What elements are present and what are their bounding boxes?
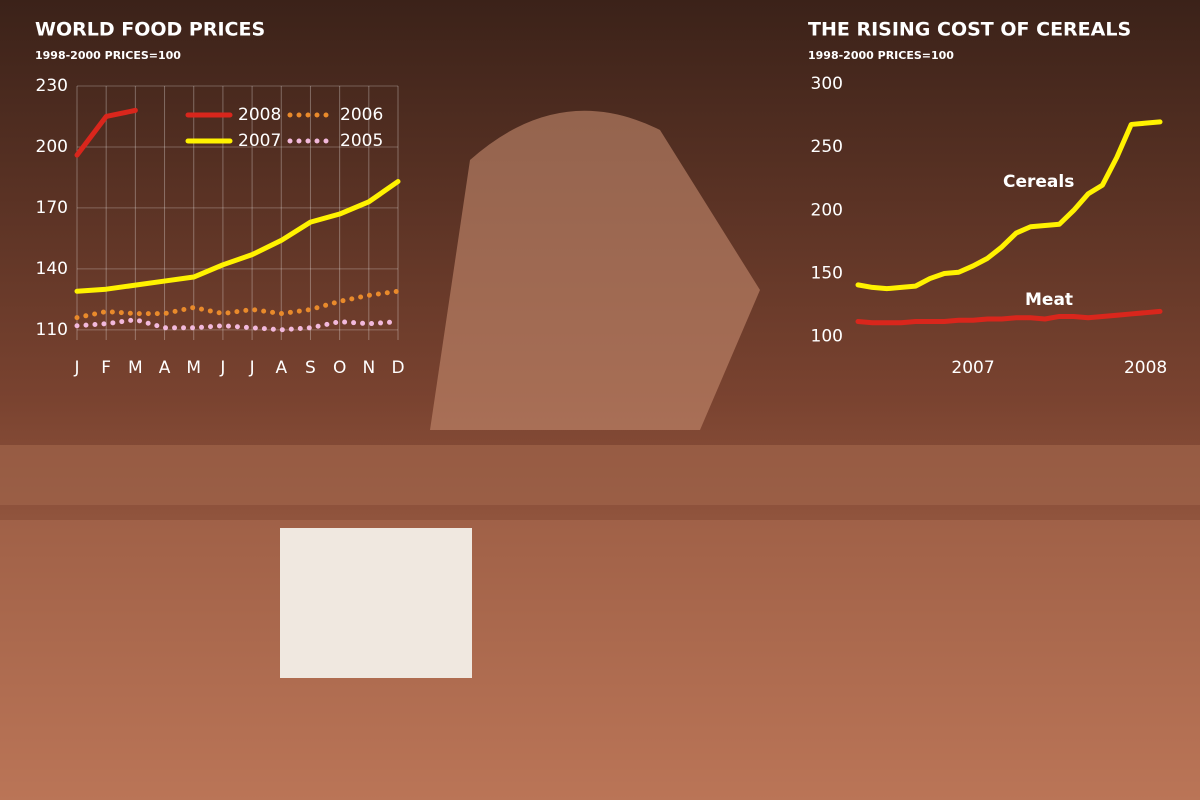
x-tick-label: S: [305, 358, 316, 378]
y-tick-label: 200: [36, 137, 68, 157]
x-tick-label: J: [219, 358, 225, 378]
y-tick-label: 200: [811, 200, 843, 220]
y-tick-label: 110: [36, 320, 68, 340]
y-tick-label: 250: [811, 137, 843, 157]
x-tick-label: 2007: [951, 358, 994, 378]
chart-subtitle: 1998-2000 PRICES=100: [35, 49, 181, 62]
series-line: [855, 119, 1163, 292]
chart-title: THE RISING COST OF CEREALS: [808, 19, 1131, 41]
legend-label: 2007: [238, 131, 281, 151]
series-line: [74, 107, 138, 158]
y-tick-label: 100: [811, 327, 843, 347]
series-line: [74, 317, 401, 333]
x-tick-label: A: [159, 358, 171, 378]
x-tick-label: M: [128, 358, 143, 378]
legend-label: 2008: [238, 105, 281, 125]
meat-display: [0, 520, 1200, 800]
series-line: [74, 288, 401, 321]
x-tick-label: 2008: [1124, 358, 1167, 378]
series-label: Meat: [1025, 290, 1073, 310]
y-tick-label: 170: [36, 198, 68, 218]
x-tick-label: N: [362, 358, 375, 378]
x-tick-label: O: [333, 358, 346, 378]
series-line: [74, 179, 401, 294]
counter: [0, 445, 1200, 505]
y-tick-label: 140: [36, 259, 68, 279]
y-tick-label: 230: [36, 76, 68, 96]
x-tick-label: M: [186, 358, 201, 378]
legend-label: 2006: [340, 105, 383, 125]
x-tick-label: J: [73, 358, 79, 378]
x-tick-label: F: [101, 358, 111, 378]
series-label: Cereals: [1003, 172, 1074, 192]
x-tick-label: A: [275, 358, 287, 378]
y-tick-label: 300: [811, 74, 843, 94]
butcher-figure: [430, 110, 760, 430]
x-tick-label: J: [249, 358, 255, 378]
x-tick-label: D: [391, 358, 404, 378]
series-line: [855, 308, 1163, 326]
price-sign: [280, 528, 472, 678]
legend-label: 2005: [340, 131, 383, 151]
chart-subtitle: 1998-2000 PRICES=100: [808, 49, 954, 62]
chart-title: WORLD FOOD PRICES: [35, 19, 265, 41]
y-tick-label: 150: [811, 264, 843, 284]
